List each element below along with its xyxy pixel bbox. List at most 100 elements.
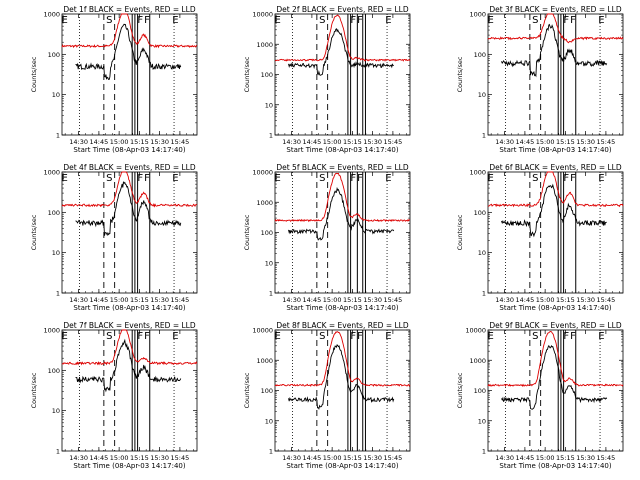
y-tick-label: 100 <box>48 209 60 217</box>
y-tick-label: 1 <box>56 290 60 298</box>
y-tick-label: 10 <box>265 259 273 267</box>
y-tick-label: 10 <box>478 249 486 257</box>
x-tick-label: 15:30 <box>576 454 595 462</box>
plot-frame <box>61 13 198 136</box>
chart-panel-5: Det 5f BLACK = Events, RED = LLD 1 10 100 10… <box>243 163 411 312</box>
interval-letter: S <box>106 15 112 26</box>
y-tick-label: 100 <box>261 71 273 79</box>
x-tick-label: 15:30 <box>150 138 169 146</box>
interval-letter: E <box>488 331 494 342</box>
series-line-lld <box>274 331 411 387</box>
x-axis-label: Start Time (08-Apr-03 14:17:40) <box>73 146 185 154</box>
y-tick-label: 100 <box>48 51 60 59</box>
interval-letter: E <box>62 173 68 184</box>
interval-letter: E <box>172 173 178 184</box>
x-axis-label: Start Time (08-Apr-03 14:17:40) <box>499 146 611 154</box>
x-tick-label: 15:30 <box>363 296 382 304</box>
x-tick-label: 15:00 <box>536 296 555 304</box>
interval-letter: F <box>350 173 356 184</box>
x-tick-label: 14:45 <box>303 296 322 304</box>
x-tick-label: 15:15 <box>556 296 575 304</box>
x-tick-label: 15:15 <box>343 296 362 304</box>
y-tick-label: 1 <box>482 290 486 298</box>
y-tick-label: 10000 <box>252 327 273 335</box>
interval-letter: F <box>563 15 569 26</box>
x-tick-label: 15:45 <box>171 296 190 304</box>
y-tick-label: 1 <box>269 290 273 298</box>
series-line-events <box>501 183 607 238</box>
series-line-lld <box>274 172 411 223</box>
plot-frame <box>61 171 198 294</box>
y-tick-label: 100 <box>474 209 486 217</box>
panel-title: Det 6f BLACK = Events, RED = LLD <box>489 163 622 172</box>
x-tick-label: 14:30 <box>69 138 88 146</box>
y-tick-label: 1 <box>269 132 273 140</box>
y-tick-label: 10000 <box>252 169 273 177</box>
chart-panel-4: Det 4f BLACK = Events, RED = LLD 1 10 100 10… <box>30 163 198 312</box>
interval-letter: F <box>357 15 363 26</box>
y-tick-label: 100 <box>474 387 486 395</box>
interval-letter: E <box>598 173 604 184</box>
series-line-events <box>288 186 395 241</box>
x-tick-label: 15:00 <box>110 296 129 304</box>
x-tick-label: 15:30 <box>363 138 382 146</box>
series-line-events <box>288 344 395 410</box>
y-tick-label: 1000 <box>43 11 60 19</box>
y-axis-label: Counts/sec <box>456 372 464 408</box>
x-tick-label: 14:45 <box>516 296 535 304</box>
interval-letter: S <box>532 331 538 342</box>
interval-letter: E <box>62 15 68 26</box>
x-axis-label: Start Time (08-Apr-03 14:17:40) <box>73 462 185 470</box>
x-tick-label: 14:30 <box>495 138 514 146</box>
x-tick-label: 15:45 <box>171 138 190 146</box>
interval-letter: F <box>137 15 143 26</box>
interval-letter: F <box>563 331 569 342</box>
interval-letter: F <box>570 331 576 342</box>
chart-panel-9: Det 9f BLACK = Events, RED = LLD 1 10 100 10… <box>456 321 624 470</box>
panel-title: Det 2f BLACK = Events, RED = LLD <box>276 5 409 14</box>
interval-letter: S <box>106 331 112 342</box>
plot-frame <box>61 329 198 452</box>
interval-letter: F <box>570 15 576 26</box>
x-axis-label: Start Time (08-Apr-03 14:17:40) <box>286 304 398 312</box>
y-tick-label: 10 <box>478 91 486 99</box>
chart-panel-2: Det 2f BLACK = Events, RED = LLD 1 10 100 10… <box>243 5 411 154</box>
series-line-lld <box>61 13 198 49</box>
x-axis-label: Start Time (08-Apr-03 14:17:40) <box>499 462 611 470</box>
x-tick-label: 15:45 <box>597 454 616 462</box>
chart-panel-7: Det 7f BLACK = Events, RED = LLD 1 10 100 10… <box>30 321 198 470</box>
x-tick-label: 15:15 <box>343 138 362 146</box>
y-tick-label: 10 <box>265 101 273 109</box>
series-line-lld <box>487 331 624 387</box>
series-line-events <box>288 27 394 76</box>
interval-letter: F <box>144 15 150 26</box>
interval-letter: E <box>172 15 178 26</box>
interval-letter: F <box>144 331 150 342</box>
x-tick-label: 14:45 <box>303 454 322 462</box>
series-line-events <box>75 180 182 237</box>
x-tick-label: 15:00 <box>536 138 555 146</box>
x-tick-label: 15:15 <box>130 138 149 146</box>
x-tick-label: 14:45 <box>90 296 109 304</box>
chart-panel-6: Det 6f BLACK = Events, RED = LLD 1 10 100 10… <box>456 163 624 312</box>
x-tick-label: 15:00 <box>536 454 555 462</box>
x-axis-label: Start Time (08-Apr-03 14:17:40) <box>73 304 185 312</box>
x-tick-label: 14:30 <box>282 138 301 146</box>
series-line-events <box>75 23 182 80</box>
x-tick-label: 14:30 <box>495 454 514 462</box>
series-line-lld <box>61 171 198 208</box>
x-tick-label: 15:00 <box>323 454 342 462</box>
x-tick-label: 15:30 <box>576 138 595 146</box>
panel-title: Det 4f BLACK = Events, RED = LLD <box>63 163 196 172</box>
interval-letter: E <box>488 173 494 184</box>
plot-frame <box>274 13 411 136</box>
x-tick-label: 14:30 <box>282 296 301 304</box>
x-axis-label: Start Time (08-Apr-03 14:17:40) <box>499 304 611 312</box>
interval-letter: F <box>563 173 569 184</box>
x-tick-label: 15:30 <box>150 296 169 304</box>
x-axis-label: Start Time (08-Apr-03 14:17:40) <box>286 462 398 470</box>
y-axis-label: Counts/sec <box>243 372 251 408</box>
y-axis-label: Counts/sec <box>243 56 251 92</box>
y-tick-label: 10 <box>52 249 60 257</box>
y-tick-label: 1000 <box>43 327 60 335</box>
